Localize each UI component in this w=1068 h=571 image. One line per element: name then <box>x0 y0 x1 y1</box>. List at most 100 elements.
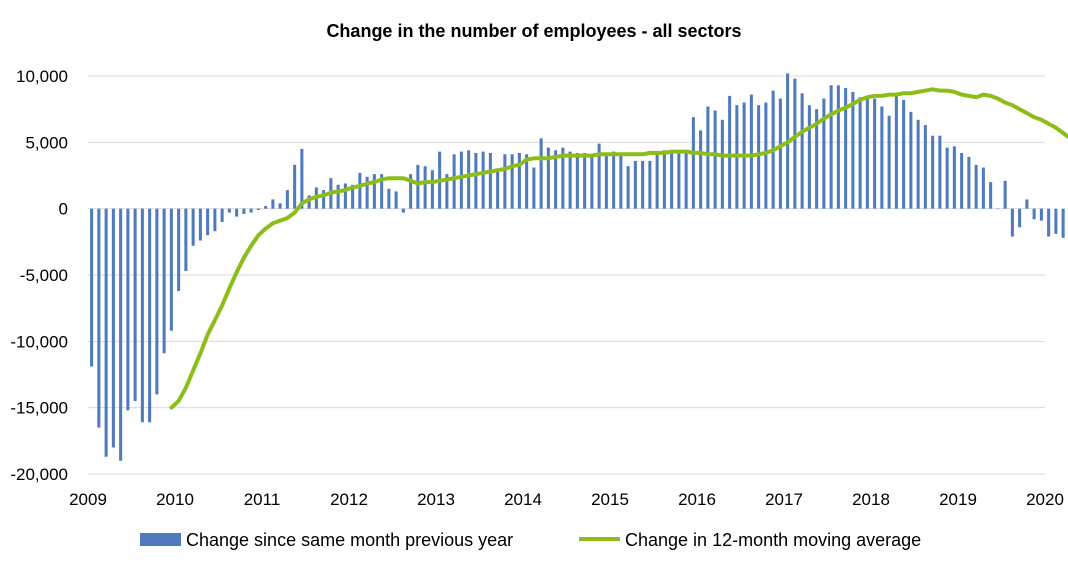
bar <box>1054 208 1058 234</box>
bar <box>590 156 594 209</box>
bar <box>967 156 971 209</box>
bar <box>539 138 543 209</box>
bar <box>162 208 166 354</box>
bar <box>873 98 877 209</box>
legend-bar-label: Change since same month previous year <box>186 530 513 550</box>
bar <box>554 150 558 209</box>
bar <box>198 208 202 241</box>
bar <box>612 151 616 209</box>
bar <box>858 97 862 209</box>
x-tick-label: 2013 <box>417 490 455 509</box>
bar <box>1047 208 1051 237</box>
bar <box>684 151 688 209</box>
y-tick-label: -20,000 <box>10 465 68 484</box>
bar <box>430 170 434 209</box>
bar <box>184 208 188 272</box>
bar <box>1003 180 1007 209</box>
y-tick-label: -5,000 <box>20 266 68 285</box>
bar <box>655 154 659 209</box>
bar <box>227 208 231 213</box>
x-axis: 2009 2010 2011 2012 2013 2014 2015 2016 2017 2018… <box>69 490 1064 509</box>
bar <box>916 119 920 209</box>
bar <box>133 208 137 402</box>
bar <box>474 152 478 209</box>
bar <box>626 166 630 209</box>
bar <box>401 208 405 213</box>
bar <box>699 130 703 209</box>
x-tick-label: 2011 <box>244 490 281 509</box>
bar <box>546 147 550 209</box>
y-axis: 10,000 5,000 0 -5,000 -10,000 -15,000 -20,000 <box>10 67 68 484</box>
bar <box>380 174 384 209</box>
bar <box>931 135 935 209</box>
bar <box>800 93 804 209</box>
bar <box>720 119 724 209</box>
bar <box>938 135 942 209</box>
bar <box>488 152 492 209</box>
x-tick-label: 2012 <box>330 490 368 509</box>
legend-line-label: Change in 12-month moving average <box>625 530 921 550</box>
bar <box>90 208 94 367</box>
bar <box>641 160 645 209</box>
bar <box>307 195 311 209</box>
bar-series <box>90 73 1065 461</box>
bar <box>822 98 826 209</box>
y-tick-label: 0 <box>59 200 68 219</box>
bar <box>865 97 869 209</box>
bar <box>249 208 253 213</box>
bar <box>989 182 993 209</box>
bar <box>459 151 463 209</box>
bar <box>271 199 275 209</box>
bar <box>648 160 652 209</box>
gridlines <box>88 75 1045 475</box>
bar <box>604 152 608 209</box>
bar <box>387 188 391 209</box>
bar <box>111 208 115 448</box>
bar <box>851 91 855 209</box>
bar <box>256 208 260 210</box>
bar <box>894 93 898 209</box>
bar <box>191 208 195 246</box>
bar <box>322 190 326 209</box>
y-tick-label: -15,000 <box>10 399 68 418</box>
bar <box>757 105 761 209</box>
bar <box>662 150 666 209</box>
bar <box>372 174 376 209</box>
bar <box>887 115 891 209</box>
bar <box>945 147 949 209</box>
bar <box>575 152 579 209</box>
bar <box>691 117 695 209</box>
x-tick-label: 2020 <box>1026 490 1064 509</box>
bar <box>764 102 768 209</box>
bar <box>778 98 782 209</box>
bar <box>416 164 420 209</box>
x-tick-label: 2019 <box>939 490 977 509</box>
bar <box>394 191 398 209</box>
bar <box>902 99 906 209</box>
line-series <box>169 87 1068 410</box>
bar <box>597 143 601 209</box>
moving-average-line <box>169 87 1068 410</box>
legend-bar-swatch <box>140 533 181 546</box>
bar <box>670 152 674 209</box>
bar <box>960 152 964 209</box>
bar <box>1025 199 1029 209</box>
legend: Change since same month previous year Ch… <box>140 530 921 550</box>
bar <box>633 160 637 209</box>
bar <box>343 183 347 209</box>
bar <box>452 154 456 209</box>
bar <box>119 208 123 461</box>
bar <box>409 174 413 209</box>
bar <box>285 190 289 209</box>
bar <box>503 154 507 209</box>
bar <box>836 85 840 209</box>
bar <box>293 164 297 209</box>
bar <box>517 152 521 209</box>
bar <box>749 94 753 209</box>
bar <box>467 150 471 209</box>
bar <box>793 78 797 209</box>
bar <box>619 154 623 209</box>
bar <box>713 110 717 209</box>
